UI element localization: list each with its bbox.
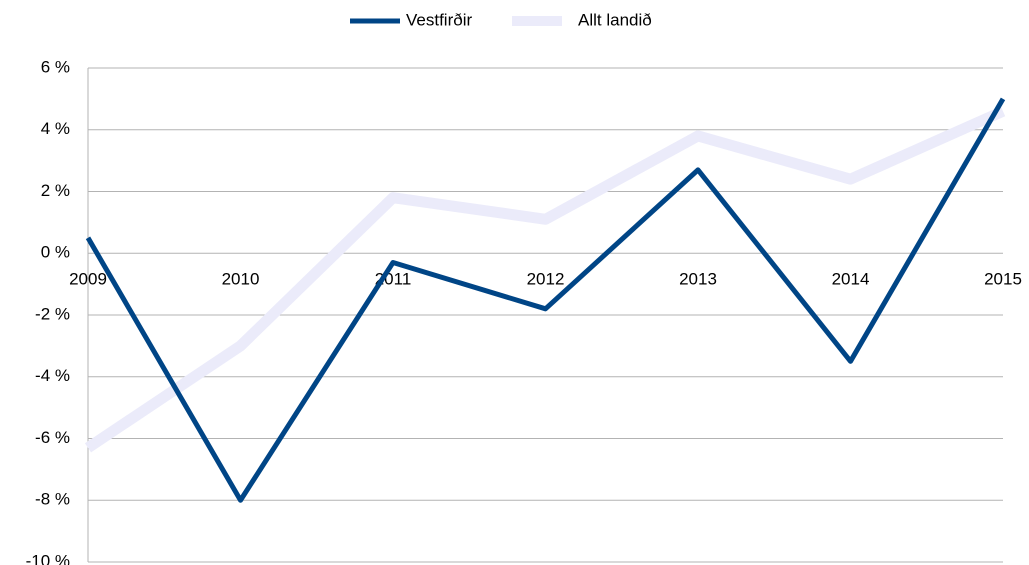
legend-label: Vestfirðir	[406, 10, 472, 29]
series-line	[85, 97, 1006, 503]
y-tick-label: -6 %	[35, 428, 70, 447]
y-tick-label: 2 %	[41, 181, 70, 200]
x-tick-label: 2013	[679, 270, 717, 289]
y-tick-label: 6 %	[41, 57, 70, 76]
x-tick-label: 2012	[527, 270, 565, 289]
x-tick-label: 2015	[984, 270, 1022, 289]
series-line	[84, 106, 1006, 453]
x-tick-label: 2010	[222, 270, 260, 289]
y-tick-label: -2 %	[35, 304, 70, 323]
legend-label: Allt landið	[578, 10, 652, 29]
y-tick-label: 0 %	[41, 243, 70, 262]
y-tick-label: -4 %	[35, 366, 70, 385]
y-tick-label: -10 %	[26, 551, 70, 565]
y-tick-label: -8 %	[35, 490, 70, 509]
y-tick-label: 4 %	[41, 119, 70, 138]
x-tick-label: 2014	[832, 270, 870, 289]
x-tick-label: 2009	[69, 270, 107, 289]
